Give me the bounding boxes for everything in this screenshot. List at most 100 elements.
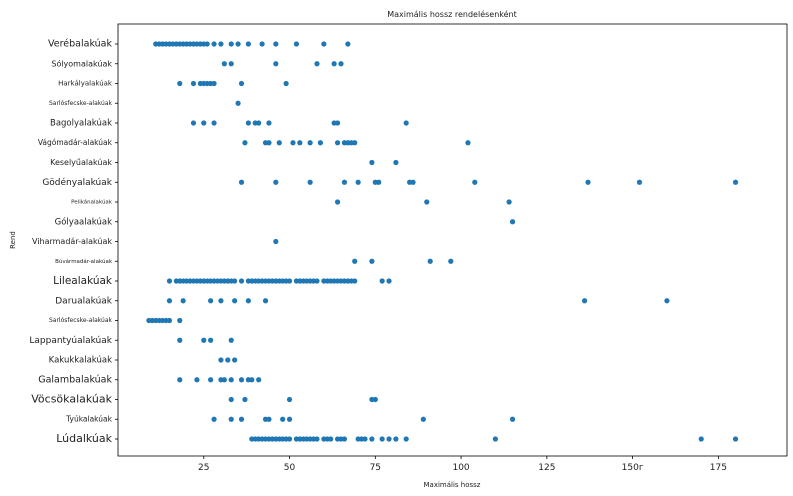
y-tick-label: Harkályalakúak (58, 80, 113, 88)
data-point (355, 179, 361, 185)
data-point (211, 120, 217, 126)
data-point (286, 396, 293, 403)
data-point (386, 436, 392, 442)
data-point (228, 337, 234, 343)
data-point (204, 41, 210, 47)
y-tick-label: Lilealakúak (53, 275, 113, 287)
x-tick-label: 150г (622, 463, 644, 473)
data-point (321, 41, 327, 47)
data-point (352, 258, 358, 264)
data-point (273, 61, 279, 67)
data-point (509, 416, 516, 422)
data-point (664, 298, 670, 304)
y-tick-label: Gödényalakúak (42, 177, 112, 188)
data-point (218, 298, 224, 304)
data-point (585, 179, 591, 185)
x-tick-label: 125 (538, 463, 555, 473)
x-tick-label: 175 (710, 463, 727, 473)
data-point (194, 377, 200, 383)
data-point (266, 416, 272, 422)
plot-background (117, 23, 788, 457)
data-point (636, 179, 643, 185)
x-tick-label: 50 (284, 463, 296, 473)
data-point (256, 377, 262, 383)
data-point (376, 179, 382, 185)
data-point (262, 298, 269, 304)
data-point (256, 120, 262, 126)
data-point (228, 396, 234, 403)
data-point (177, 317, 183, 324)
y-tick-label: Pelikánalakúak (71, 199, 113, 206)
data-point (341, 179, 348, 185)
data-point (273, 41, 279, 47)
data-point (242, 140, 248, 146)
data-point (201, 120, 207, 126)
data-point (420, 416, 426, 422)
data-point (232, 357, 238, 363)
data-point (334, 199, 341, 205)
data-point (403, 436, 409, 442)
data-point (235, 41, 241, 47)
data-point (372, 396, 378, 403)
y-tick-label: Verébalakúak (48, 39, 113, 50)
y-tick-label: Gólyaalakúak (55, 216, 112, 227)
y-tick-label: Lúdalkúak (56, 432, 112, 445)
data-point (317, 140, 324, 146)
data-point (427, 258, 433, 264)
data-point (221, 61, 227, 67)
data-point (190, 80, 197, 87)
data-point (180, 298, 186, 304)
data-point (314, 436, 320, 442)
data-point (245, 41, 251, 47)
y-axis-ticks: Verébalakúak Sólyomalakúak Harkályalakúak S… (29, 39, 118, 445)
data-point (242, 396, 248, 403)
data-point (352, 140, 358, 146)
data-point (245, 298, 251, 304)
data-point (334, 120, 341, 126)
y-tick-label: Kakukkalakúak (49, 356, 112, 366)
data-point (286, 436, 293, 442)
data-point (177, 377, 183, 383)
data-point (509, 219, 516, 225)
data-point (331, 61, 337, 67)
data-point (228, 41, 234, 47)
data-point (166, 278, 173, 284)
data-point (732, 179, 739, 185)
data-point (266, 120, 272, 126)
data-point (369, 436, 375, 442)
data-point (286, 416, 293, 422)
data-point (177, 80, 183, 87)
y-tick-label: Viharmadár-alakúak (32, 237, 112, 246)
data-point (166, 317, 173, 324)
data-point (293, 41, 299, 47)
y-tick-label: Keselyűalakúak (50, 158, 112, 167)
data-point (314, 278, 320, 284)
data-point (249, 377, 255, 383)
data-point (228, 61, 234, 67)
data-point (228, 416, 234, 422)
data-point (352, 278, 358, 284)
data-point (290, 140, 296, 146)
data-point (211, 41, 217, 47)
data-point (259, 41, 265, 47)
chart-title: Maximális hossz rendelésenként (387, 9, 517, 19)
y-tick-label: Búvármadár-alakúak (55, 258, 113, 265)
data-point (211, 416, 217, 422)
data-point (211, 80, 217, 87)
y-tick-label: Bagolyalakúak (50, 119, 112, 129)
data-point (286, 278, 293, 284)
data-point (208, 377, 214, 383)
data-point (448, 258, 454, 264)
y-tick-label: Sólyomalakúak (51, 58, 112, 68)
x-axis-ticks: 25 50 75 100 125 150г 175 (198, 456, 727, 473)
data-point (386, 278, 392, 284)
data-point (208, 337, 214, 343)
data-point (232, 278, 238, 284)
data-point (283, 80, 289, 87)
y-tick-label: Galambalakúak (38, 374, 112, 385)
data-point (177, 337, 183, 343)
data-markers (146, 41, 739, 442)
y-tick-label: Darualakúak (55, 296, 113, 306)
data-point (280, 416, 286, 422)
